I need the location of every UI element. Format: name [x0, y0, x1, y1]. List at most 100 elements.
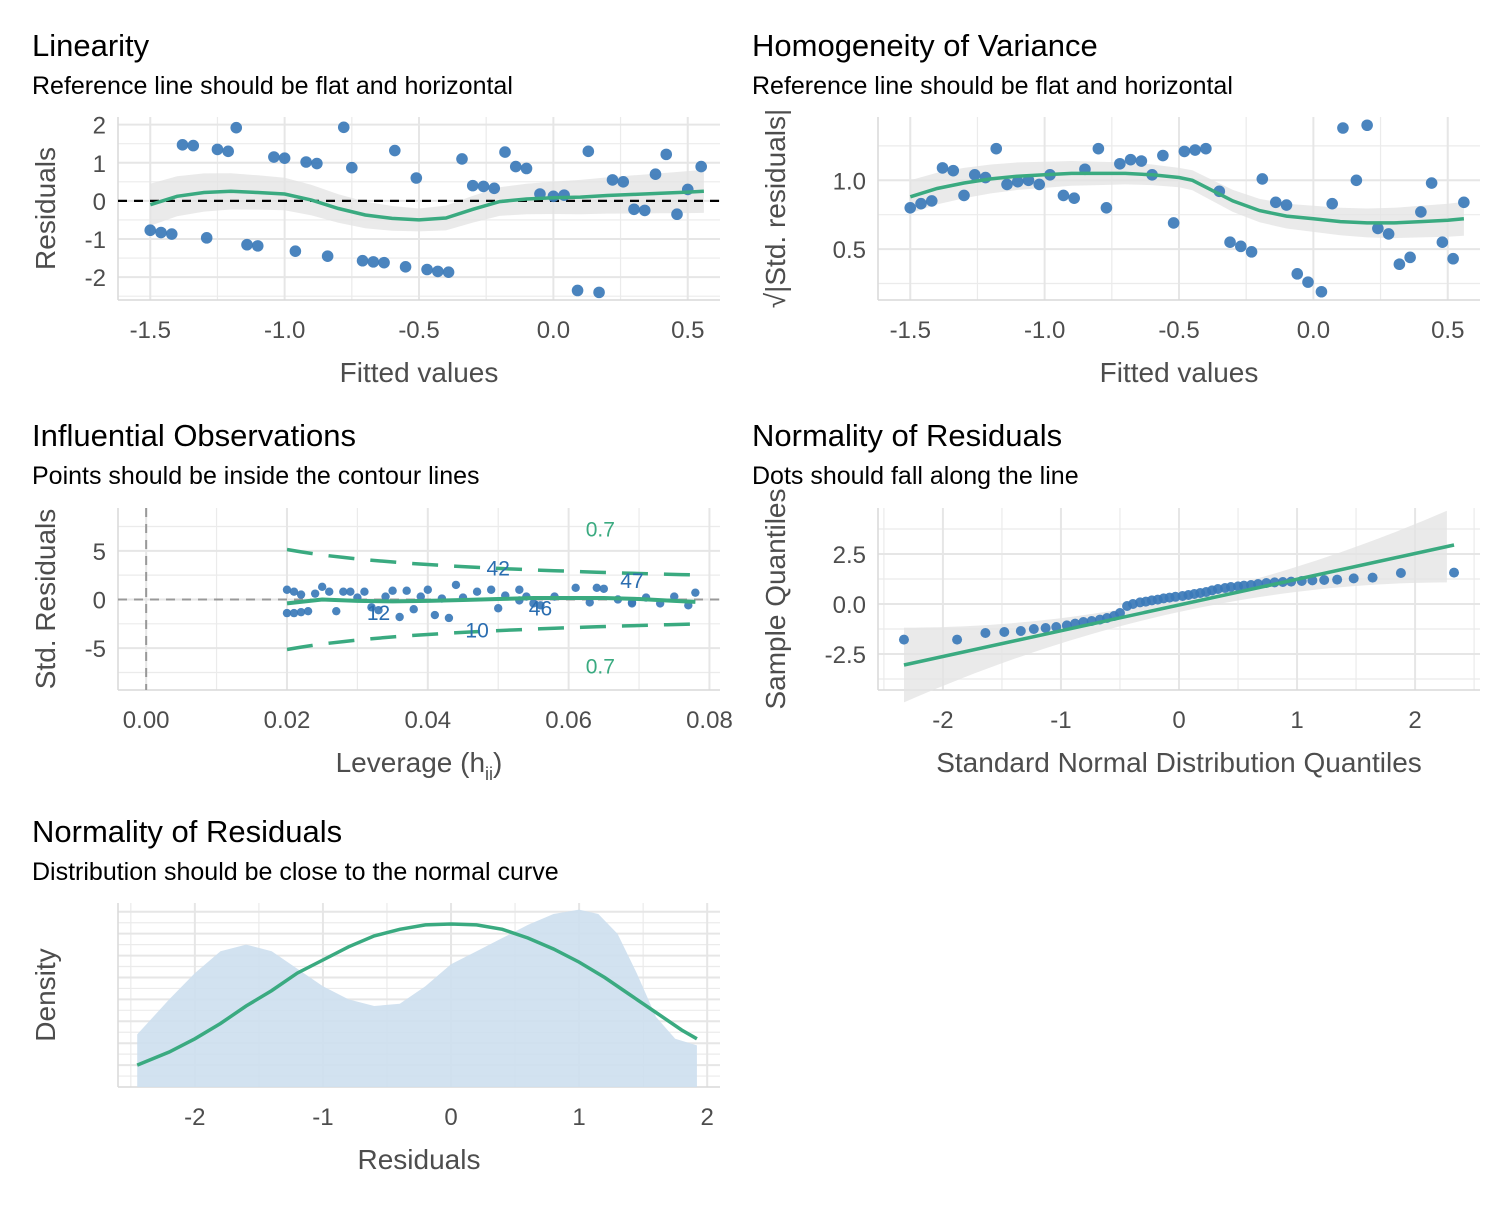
data-point [515, 585, 524, 594]
x-tick-label: 0.08 [686, 707, 733, 734]
x-tick-label: -1 [1050, 707, 1071, 734]
data-point [1001, 178, 1013, 191]
panel-title: Linearity [32, 28, 150, 63]
panel-linearity: Linearity Reference line should be flat … [0, 0, 760, 400]
data-point [898, 634, 909, 645]
x-tick-label: 2 [1408, 707, 1421, 734]
data-point [367, 603, 376, 612]
data-point [325, 587, 334, 596]
data-point [416, 592, 425, 601]
y-tick-label: -2.5 [825, 642, 866, 669]
x-axis-label: Fitted values [1100, 357, 1259, 388]
contour-label: 0.7 [586, 518, 615, 541]
data-point [1011, 175, 1024, 188]
panel-title: Normality of Residuals [752, 418, 1063, 453]
x-axis-label: Fitted values [340, 357, 499, 388]
x-tick-label: 1 [1290, 707, 1303, 734]
data-point [571, 284, 584, 297]
x-tick-label: 1 [572, 1104, 585, 1131]
data-point [1028, 624, 1039, 634]
data-point [670, 592, 679, 601]
y-tick-label: 0 [93, 189, 106, 216]
data-point [494, 604, 503, 613]
x-tick-label: 0.5 [671, 317, 704, 344]
data-point [1280, 199, 1293, 211]
data-point [282, 608, 292, 618]
data-point [477, 180, 490, 193]
panel-homogeneity: Homogeneity of Variance Reference line s… [0, 0, 1512, 400]
data-point [222, 145, 234, 158]
data-point [1157, 149, 1169, 162]
data-point [1393, 258, 1406, 271]
x-tick-label: -0.5 [1158, 317, 1199, 344]
data-point [1302, 276, 1314, 288]
data-point [1269, 196, 1282, 209]
data-point [990, 142, 1003, 155]
data-point [1425, 177, 1438, 189]
data-point [958, 189, 970, 202]
x-tick-label: 0.5 [1431, 317, 1464, 344]
data-point [968, 168, 981, 181]
panel-qq: Normality of Residuals Dots should fall … [752, 418, 1480, 778]
data-point [695, 160, 707, 173]
point-label: 47 [620, 570, 643, 593]
data-point [346, 161, 358, 174]
cooks-contour-upper [286, 547, 696, 577]
data-point [442, 266, 455, 278]
data-point [144, 224, 157, 237]
x-tick-label: -2 [932, 707, 953, 734]
data-point [1068, 192, 1080, 204]
data-point [360, 587, 369, 596]
panel-subtitle: Reference line should be flat and horizo… [32, 72, 513, 100]
data-point [1361, 119, 1373, 132]
x-tick-label: 0.06 [545, 707, 592, 734]
data-point [310, 589, 320, 598]
y-tick-label: 0.0 [833, 592, 866, 619]
data-point [1057, 189, 1070, 202]
data-point [1178, 145, 1191, 158]
x-axis-label: Leverage (hii) [336, 747, 503, 784]
density-area [137, 909, 697, 1087]
data-point [1332, 574, 1343, 585]
data-point [592, 583, 601, 593]
data-point [289, 608, 299, 618]
data-point [1415, 206, 1427, 218]
data-point [374, 605, 383, 615]
data-point [176, 139, 189, 151]
panel-subtitle: Reference line should be flat and horizo… [752, 72, 1233, 100]
linearity-chart: -1.5 -1.0 -0.5 0.0 0.5 -2 -1 0 1 2 Fitted values Re… [30, 113, 720, 388]
data-point [423, 585, 433, 594]
y-tick-label: -2 [85, 265, 106, 292]
smooth-curve [909, 171, 1465, 225]
data-point [456, 153, 468, 165]
data-point [585, 598, 594, 607]
data-point [1382, 228, 1395, 240]
point-label: 10 [465, 620, 488, 643]
x-tick-label: -1.5 [890, 317, 931, 344]
data-point [388, 586, 397, 595]
x-tick-label: -1.0 [264, 317, 305, 344]
data-point [936, 162, 949, 174]
x-axis-label: Residuals [358, 1144, 481, 1175]
density-chart: -2 -1 0 1 2 Residuals Density [30, 903, 720, 1175]
data-point [593, 286, 605, 299]
data-point [381, 592, 390, 601]
y-tick-label: 0 [93, 587, 106, 614]
data-point [300, 156, 312, 168]
data-point [660, 148, 673, 161]
data-point [1015, 626, 1026, 636]
x-tick-label: 0.0 [1297, 317, 1330, 344]
data-point [1114, 608, 1125, 618]
data-point [339, 587, 348, 596]
panel-subtitle: Distribution should be close to the norm… [32, 858, 559, 886]
x-tick-label: 0.00 [123, 707, 170, 734]
normal-curve [136, 922, 698, 1067]
data-point [346, 587, 355, 596]
data-point [187, 139, 200, 152]
x-tick-label: -1.5 [130, 317, 171, 344]
data-point [367, 256, 380, 268]
data-point [617, 176, 630, 188]
x-tick-label: 0 [444, 1104, 457, 1131]
x-tick-label: 2 [701, 1104, 714, 1131]
data-point [947, 164, 960, 177]
